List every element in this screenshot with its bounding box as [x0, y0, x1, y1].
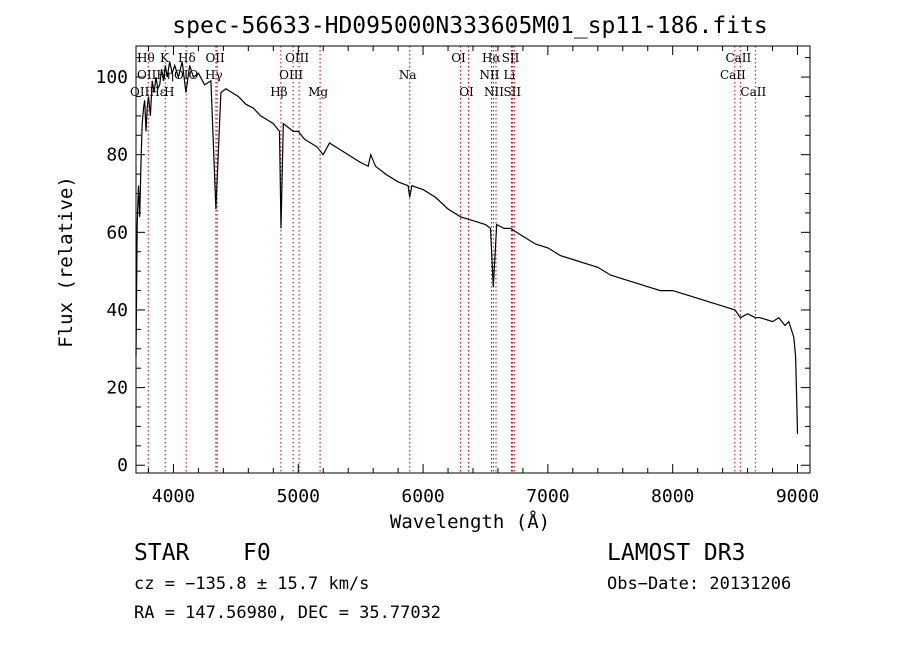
survey-name: LAMOST DR3	[607, 540, 746, 566]
object-class: STAR	[134, 540, 190, 566]
y-tick-label: 40	[106, 300, 128, 321]
redshift-cz: cz = −135.8 ± 15.7 km/s	[134, 574, 370, 594]
y-axis-ticks: 0 20 40 60 80 100	[95, 57, 810, 476]
line-label-k-row: K	[160, 51, 170, 65]
observation-date: Obs−Date: 20131206	[607, 574, 792, 594]
line-label-17: SII	[503, 85, 521, 99]
line-label-18: CaII	[725, 51, 751, 65]
spectral-line-labels: OIIHγHβOIIIOIIIMgNaOIOIHαNIINIISIILiSIIC…	[205, 51, 766, 99]
line-label-6: OIII	[285, 51, 309, 65]
line-label-11: OI	[459, 85, 474, 99]
spectral-line-markers	[147, 46, 756, 473]
line-label-20: CaII	[740, 85, 766, 99]
x-axis-ticks: 4000 5000 6000 7000 8000 9000	[147, 46, 819, 507]
object-subclass: F0	[243, 540, 271, 566]
line-label-row3: OIIHε	[130, 85, 166, 99]
y-tick-label: 20	[106, 378, 128, 399]
y-axis-label: Flux (relative)	[55, 176, 77, 348]
x-tick-label: 4000	[152, 486, 195, 507]
line-label-5: Hβ	[270, 85, 287, 99]
x-tick-label: 7000	[526, 486, 569, 507]
line-label-15: SII	[502, 51, 520, 65]
plot-frame	[135, 45, 811, 474]
line-label-10: OI	[451, 51, 466, 65]
line-label-9: Na	[399, 68, 417, 82]
x-tick-label: 9000	[776, 486, 819, 507]
y-tick-label: 80	[106, 145, 128, 166]
x-axis-label: Wavelength (Å)	[390, 510, 550, 533]
line-label-19: CaII	[720, 68, 746, 82]
coordinates: RA = 147.56980, DEC = 35.77032	[134, 603, 442, 623]
line-label-14: NII	[484, 85, 504, 99]
line-label-16: Li	[504, 68, 516, 82]
chart-title: spec-56633-HD095000N333605M01_sp11-186.f…	[172, 13, 767, 39]
line-label-8: Mg	[308, 85, 328, 99]
line-label-4: Hγ	[205, 68, 223, 82]
line-label-row3b: H	[164, 85, 174, 99]
x-tick-label: 6000	[401, 486, 444, 507]
x-tick-label: 8000	[651, 486, 694, 507]
line-label-hdelta-row: Hδ	[178, 51, 196, 65]
y-tick-label: 60	[106, 222, 128, 243]
y-tick-label: 0	[117, 455, 128, 476]
line-label-7: OIII	[279, 68, 303, 82]
x-tick-label: 5000	[277, 486, 320, 507]
line-label-htheta-row: Hθ	[137, 51, 155, 65]
flux-series-line	[135, 61, 799, 435]
line-label-3: OII	[205, 51, 225, 65]
line-label-13: NII	[479, 68, 499, 82]
y-tick-label: 100	[95, 67, 128, 88]
line-label-12: Hα	[482, 51, 501, 65]
